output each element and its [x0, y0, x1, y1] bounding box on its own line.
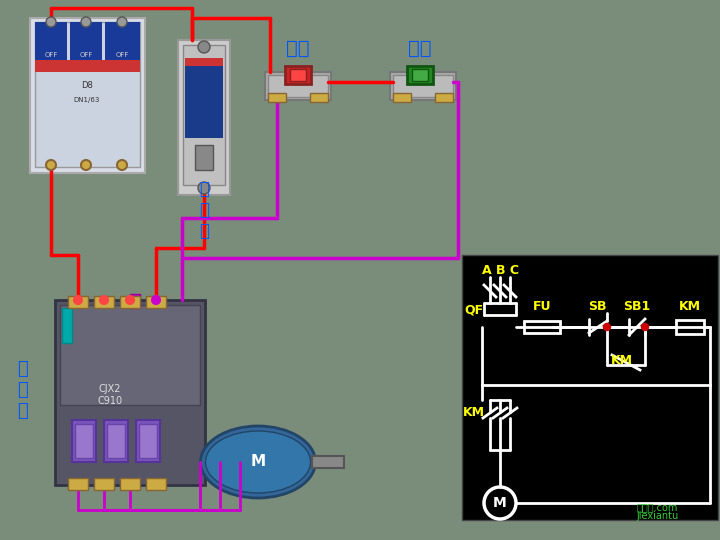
- Bar: [195, 145, 213, 170]
- Bar: [55, 300, 205, 485]
- Bar: [185, 58, 223, 138]
- Circle shape: [603, 323, 611, 330]
- Ellipse shape: [205, 431, 310, 493]
- Text: OFF: OFF: [115, 52, 129, 58]
- Bar: [524, 321, 560, 333]
- Text: A B C: A B C: [482, 265, 518, 278]
- Circle shape: [100, 296, 108, 304]
- Bar: [68, 478, 88, 490]
- Bar: [265, 72, 331, 100]
- Bar: [393, 93, 411, 102]
- Bar: [676, 320, 704, 334]
- Text: CJX2
C910: CJX2 C910: [97, 384, 122, 406]
- Bar: [75, 424, 93, 458]
- Bar: [35, 60, 140, 72]
- Bar: [62, 308, 72, 343]
- Text: KM: KM: [463, 406, 485, 419]
- Circle shape: [198, 41, 210, 53]
- Bar: [146, 296, 166, 308]
- Text: OFF: OFF: [45, 52, 58, 58]
- Text: 停止: 停止: [287, 38, 310, 57]
- Bar: [178, 40, 230, 195]
- Circle shape: [74, 296, 82, 304]
- Text: jiexiantu: jiexiantu: [636, 511, 678, 521]
- Circle shape: [117, 160, 127, 170]
- Ellipse shape: [200, 426, 315, 498]
- Bar: [136, 420, 160, 462]
- Text: 断
路
器: 断 路 器: [199, 180, 209, 240]
- Bar: [407, 66, 433, 84]
- Bar: [285, 66, 311, 84]
- Text: SB: SB: [588, 300, 606, 314]
- Bar: [35, 22, 67, 60]
- Text: M: M: [251, 455, 266, 469]
- Text: D8: D8: [81, 80, 93, 90]
- Bar: [70, 22, 102, 60]
- Circle shape: [126, 296, 134, 304]
- Bar: [462, 255, 718, 520]
- Bar: [268, 93, 286, 102]
- Text: QF: QF: [464, 303, 484, 316]
- Bar: [183, 45, 225, 185]
- Bar: [94, 296, 114, 308]
- Bar: [120, 478, 140, 490]
- Bar: [94, 478, 114, 490]
- Bar: [120, 296, 140, 308]
- Bar: [412, 69, 428, 81]
- Bar: [139, 424, 157, 458]
- Bar: [130, 294, 140, 308]
- Text: 接线图.com: 接线图.com: [636, 502, 678, 512]
- Bar: [312, 456, 344, 468]
- Circle shape: [642, 323, 649, 330]
- Bar: [104, 420, 128, 462]
- Circle shape: [198, 182, 210, 194]
- Text: DN1/63: DN1/63: [74, 97, 100, 103]
- Bar: [390, 72, 456, 100]
- Text: 启动: 启动: [408, 38, 432, 57]
- Bar: [105, 22, 140, 60]
- Circle shape: [46, 17, 56, 27]
- Text: KM: KM: [679, 300, 701, 314]
- Bar: [107, 424, 125, 458]
- Bar: [30, 18, 145, 173]
- Bar: [68, 296, 88, 308]
- Bar: [72, 420, 96, 462]
- Bar: [290, 69, 306, 81]
- Text: FU: FU: [533, 300, 552, 314]
- Text: 接
触
器: 接 触 器: [17, 360, 27, 420]
- Circle shape: [152, 296, 160, 304]
- Text: OFF: OFF: [79, 52, 93, 58]
- Circle shape: [46, 160, 56, 170]
- Circle shape: [81, 17, 91, 27]
- Text: SB1: SB1: [624, 300, 651, 314]
- Bar: [146, 478, 166, 490]
- Text: KM: KM: [611, 354, 633, 367]
- Circle shape: [81, 160, 91, 170]
- Text: M: M: [493, 496, 507, 510]
- Bar: [60, 305, 200, 405]
- Bar: [310, 93, 328, 102]
- Bar: [35, 22, 140, 167]
- Bar: [435, 93, 453, 102]
- Bar: [268, 75, 328, 97]
- Bar: [185, 58, 223, 66]
- Circle shape: [117, 17, 127, 27]
- Bar: [393, 75, 453, 97]
